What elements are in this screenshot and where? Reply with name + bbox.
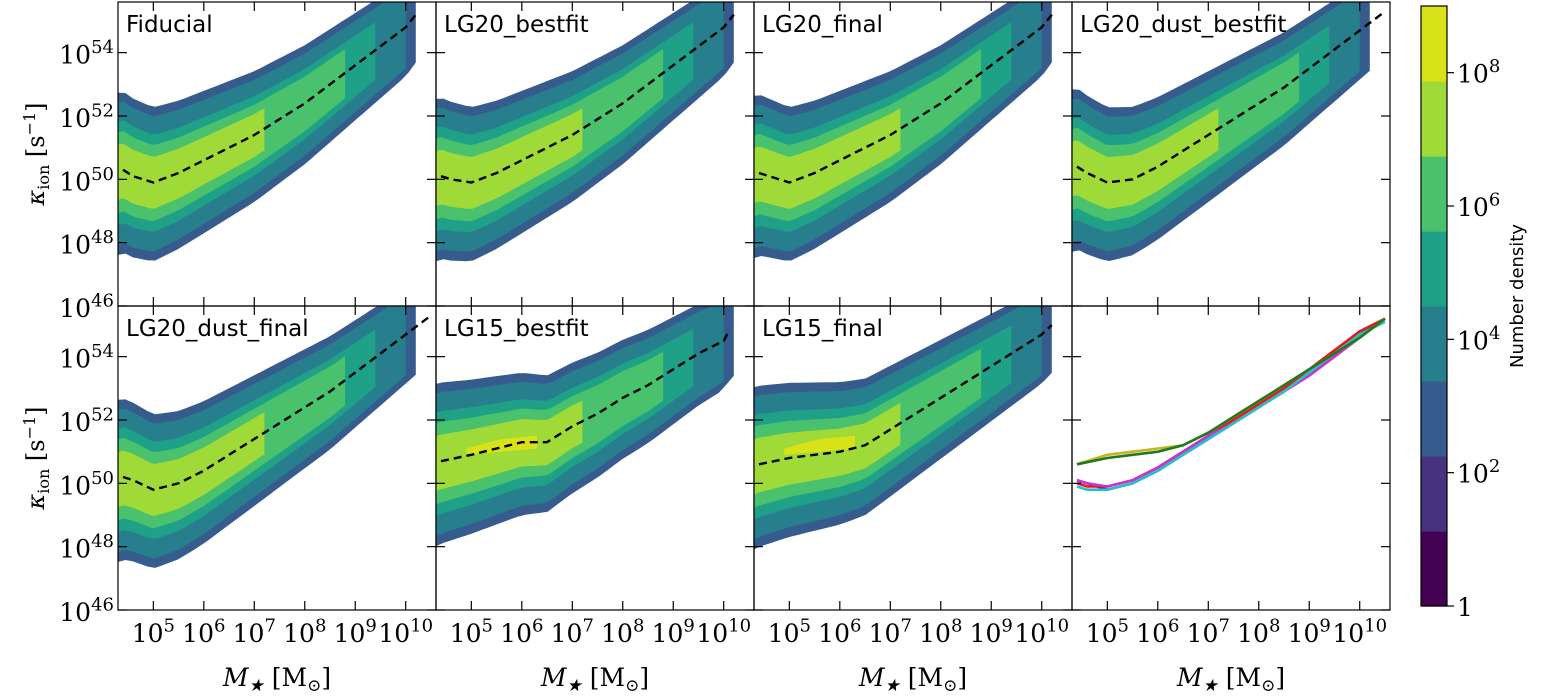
- density-peak-contour: [466, 435, 537, 455]
- median-line: [1076, 10, 1386, 184]
- colorbar-tick-label: 104: [1457, 323, 1500, 356]
- x-tick-label: 109: [1288, 616, 1331, 649]
- x-tick-label: 1010: [696, 616, 751, 649]
- y-axis-labels: κion [s−1] κion [s−1]: [20, 102, 53, 510]
- y-tick-label: 1048: [59, 531, 114, 564]
- colorbar-level-6: [1421, 156, 1447, 232]
- median-line: [440, 330, 730, 463]
- panels-group: Fiducial 1046 1048 1050 1052 1054 LG20_bestfit…: [59, 1, 1391, 649]
- x-axis-label: M★ [M⊙]: [540, 663, 649, 696]
- density-peak-contour: [784, 435, 855, 455]
- median-line: [758, 324, 1053, 466]
- x-tick-label: 105: [132, 616, 175, 649]
- colorbar: 1 102 104 106 108 Number density: [1420, 5, 1528, 622]
- x-tick-label: 106: [818, 616, 861, 649]
- panel-title: LG15_final: [762, 316, 883, 342]
- x-tick-label: 108: [1237, 616, 1280, 649]
- median-line: [758, 13, 1053, 184]
- density-contour-6: [118, 108, 265, 209]
- median-line: [122, 314, 432, 491]
- density-contour-6: [754, 108, 901, 209]
- x-tick-label: 105: [450, 616, 493, 649]
- y-tick-label: 1046: [59, 595, 114, 628]
- colorbar-frame: [1420, 5, 1448, 607]
- density-contour-6: [1072, 108, 1219, 209]
- x-tick-label: 107: [233, 616, 276, 649]
- x-axis-label: M★ [M⊙]: [222, 663, 331, 696]
- panel-8: 105 106 107 108 109 1010: [1071, 305, 1391, 649]
- median-line: [440, 13, 735, 184]
- y-tick-label: 1054: [59, 341, 114, 374]
- colorbar-level-7: [1421, 81, 1447, 157]
- panel-title: LG20_dust_final: [126, 316, 309, 342]
- x-tick-label: 109: [334, 616, 377, 649]
- x-tick-label: 105: [768, 616, 811, 649]
- colorbar-level-3: [1421, 381, 1447, 457]
- x-tick-label: 1010: [1014, 616, 1069, 649]
- x-tick-label: 106: [1136, 616, 1179, 649]
- comparison-line-3: [1076, 317, 1386, 488]
- x-tick-label: 108: [919, 616, 962, 649]
- comparison-line-5: [1076, 317, 1386, 466]
- panel-1: Fiducial 1046 1048 1050 1052 1054: [59, 1, 437, 324]
- y-tick-label: 1052: [59, 101, 114, 134]
- panel-2: LG20_bestfit: [435, 1, 755, 307]
- panel-title: Fiducial: [126, 12, 213, 38]
- panel-title: LG15_bestfit: [444, 316, 589, 342]
- y-tick-label: 1050: [59, 468, 114, 501]
- x-tick-label: 105: [1086, 616, 1129, 649]
- colorbar-level-5: [1421, 231, 1447, 307]
- panel-title: LG20_bestfit: [444, 12, 589, 38]
- panel-7: LG15_final 105 106 107 108 109 1010: [753, 305, 1073, 649]
- x-tick-label: 1010: [378, 616, 433, 649]
- y-tick-label: 1050: [59, 164, 114, 197]
- x-tick-label: 109: [970, 616, 1013, 649]
- colorbar-tick-label: 108: [1457, 56, 1500, 89]
- y-axis-label: κion [s−1]: [20, 406, 53, 510]
- y-axis-label: κion [s−1]: [20, 102, 53, 206]
- x-axis-label: M★ [M⊙]: [858, 663, 967, 696]
- x-tick-label: 106: [500, 616, 543, 649]
- x-tick-label: 108: [601, 616, 644, 649]
- colorbar-tick-label: 106: [1457, 190, 1500, 223]
- panel-frame: [1071, 305, 1391, 611]
- panel-title: LG20_dust_bestfit: [1080, 12, 1286, 38]
- x-tick-label: 109: [652, 616, 695, 649]
- colorbar-level-2: [1421, 456, 1447, 532]
- colorbar-level-4: [1421, 306, 1447, 382]
- comparison-line-6: [1076, 317, 1386, 466]
- y-tick-label: 1046: [59, 291, 114, 324]
- density-contour-6: [436, 108, 583, 209]
- y-tick-label: 1054: [59, 37, 114, 70]
- x-tick-label: 108: [283, 616, 326, 649]
- x-tick-label: 107: [551, 616, 594, 649]
- colorbar-tick-label: 1: [1457, 593, 1473, 622]
- x-tick-label: 1010: [1332, 616, 1387, 649]
- y-tick-label: 1048: [59, 227, 114, 260]
- median-line: [122, 13, 417, 184]
- comparison-line-2: [1076, 317, 1386, 488]
- colorbar-label: Number density: [1507, 224, 1528, 368]
- x-axis-label: M★ [M⊙]: [1176, 663, 1285, 696]
- x-tick-label: 106: [182, 616, 225, 649]
- panel-6: LG15_bestfit 105 106 107 108 109 1010: [435, 305, 755, 649]
- colorbar-level-1: [1421, 531, 1447, 607]
- panel-3: LG20_final: [753, 1, 1073, 307]
- y-tick-label: 1052: [59, 405, 114, 438]
- colorbar-tick-label: 102: [1457, 456, 1500, 489]
- panel-4: LG20_dust_bestfit: [1071, 1, 1391, 307]
- comparison-line-1: [1076, 317, 1386, 492]
- density-contour-6: [118, 412, 265, 516]
- x-tick-label: 107: [1187, 616, 1230, 649]
- x-tick-label: 107: [869, 616, 912, 649]
- x-axis-labels: M★ [M⊙] M★ [M⊙] M★ [M⊙] M★ [M⊙]: [222, 663, 1285, 696]
- panel-title: LG20_final: [762, 12, 883, 38]
- colorbar-level-8: [1421, 6, 1447, 82]
